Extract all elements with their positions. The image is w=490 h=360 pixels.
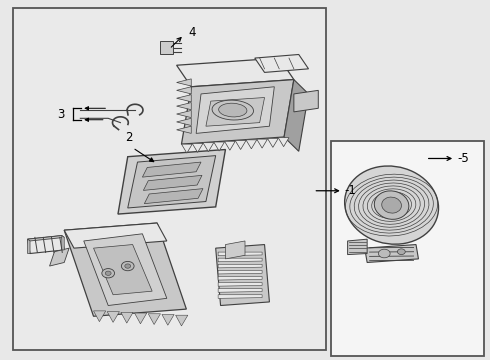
Polygon shape xyxy=(176,79,191,86)
Text: 4: 4 xyxy=(189,27,196,40)
Ellipse shape xyxy=(344,166,439,244)
Polygon shape xyxy=(144,175,202,190)
Polygon shape xyxy=(27,239,30,253)
Polygon shape xyxy=(64,223,167,248)
Polygon shape xyxy=(206,98,265,126)
Polygon shape xyxy=(176,87,191,94)
Polygon shape xyxy=(121,312,133,323)
Polygon shape xyxy=(181,144,192,153)
Polygon shape xyxy=(347,239,367,255)
Polygon shape xyxy=(176,126,191,134)
Ellipse shape xyxy=(382,197,401,213)
Polygon shape xyxy=(294,90,318,112)
Ellipse shape xyxy=(374,191,409,219)
Polygon shape xyxy=(176,58,294,87)
Circle shape xyxy=(102,269,115,278)
Polygon shape xyxy=(216,244,270,306)
Polygon shape xyxy=(64,223,186,316)
Polygon shape xyxy=(176,95,191,102)
Polygon shape xyxy=(235,140,246,149)
Polygon shape xyxy=(218,258,262,262)
Polygon shape xyxy=(49,248,69,266)
Polygon shape xyxy=(225,241,245,259)
FancyBboxPatch shape xyxy=(13,8,326,350)
Polygon shape xyxy=(218,283,262,286)
Polygon shape xyxy=(107,312,120,322)
Text: -5: -5 xyxy=(458,152,469,165)
Polygon shape xyxy=(94,244,152,295)
FancyBboxPatch shape xyxy=(160,41,172,54)
Polygon shape xyxy=(268,138,278,147)
Ellipse shape xyxy=(212,100,253,120)
Circle shape xyxy=(378,249,390,258)
Polygon shape xyxy=(214,142,224,151)
Polygon shape xyxy=(84,234,167,306)
Polygon shape xyxy=(94,311,106,321)
Text: 2: 2 xyxy=(125,131,133,144)
FancyBboxPatch shape xyxy=(331,140,485,356)
Polygon shape xyxy=(278,138,289,147)
Polygon shape xyxy=(196,87,274,134)
Polygon shape xyxy=(176,118,191,126)
Polygon shape xyxy=(203,143,214,152)
Polygon shape xyxy=(218,264,262,268)
Circle shape xyxy=(122,261,134,271)
Polygon shape xyxy=(192,143,203,152)
Circle shape xyxy=(397,249,405,255)
Polygon shape xyxy=(143,162,201,177)
Polygon shape xyxy=(224,141,235,150)
Polygon shape xyxy=(218,276,262,280)
Polygon shape xyxy=(246,140,257,149)
Polygon shape xyxy=(27,235,64,253)
Circle shape xyxy=(125,264,131,268)
Polygon shape xyxy=(162,315,174,325)
Polygon shape xyxy=(118,149,225,214)
Polygon shape xyxy=(135,313,147,324)
Polygon shape xyxy=(175,315,188,326)
Polygon shape xyxy=(145,189,203,204)
Polygon shape xyxy=(62,235,64,250)
Text: 3: 3 xyxy=(57,108,64,121)
Polygon shape xyxy=(128,156,216,208)
Polygon shape xyxy=(284,80,309,151)
Polygon shape xyxy=(176,111,191,118)
Text: -1: -1 xyxy=(344,184,356,197)
Polygon shape xyxy=(181,80,294,144)
Polygon shape xyxy=(176,103,191,110)
Polygon shape xyxy=(257,139,268,148)
Polygon shape xyxy=(255,54,309,72)
Polygon shape xyxy=(218,289,262,292)
Circle shape xyxy=(105,271,111,275)
Polygon shape xyxy=(218,270,262,274)
Polygon shape xyxy=(365,244,418,262)
Polygon shape xyxy=(27,235,64,241)
Polygon shape xyxy=(148,314,160,324)
Polygon shape xyxy=(218,295,262,298)
Polygon shape xyxy=(218,252,262,256)
Ellipse shape xyxy=(219,103,247,117)
